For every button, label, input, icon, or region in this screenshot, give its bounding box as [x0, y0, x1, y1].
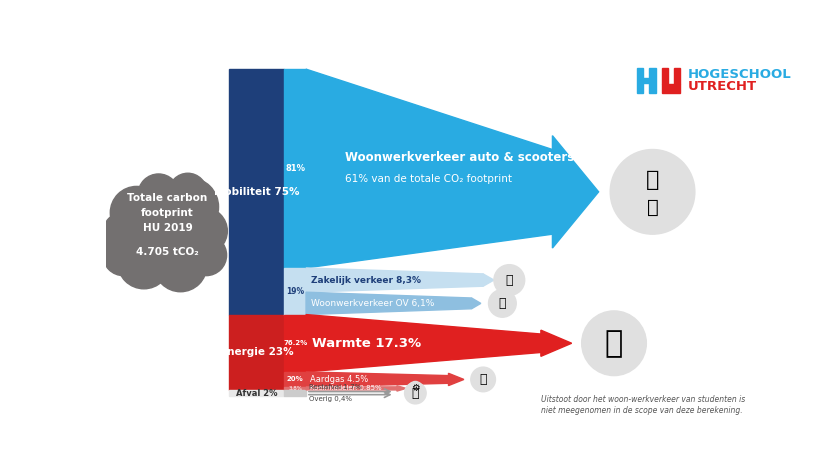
Bar — [229, 69, 285, 315]
Polygon shape — [306, 292, 471, 315]
Circle shape — [180, 208, 227, 255]
Text: Energie 23%: Energie 23% — [220, 347, 294, 357]
Bar — [229, 315, 285, 390]
Bar — [662, 68, 668, 84]
Text: 🚌: 🚌 — [499, 297, 506, 310]
Circle shape — [102, 211, 149, 258]
Text: 81%: 81% — [286, 164, 305, 173]
Polygon shape — [471, 298, 481, 309]
Text: 🛵: 🛵 — [647, 198, 658, 217]
Bar — [285, 315, 306, 372]
Text: Overig 0,4%: Overig 0,4% — [309, 396, 352, 402]
Circle shape — [494, 265, 525, 296]
Polygon shape — [306, 315, 541, 372]
Circle shape — [471, 367, 496, 392]
Polygon shape — [448, 373, 464, 386]
Circle shape — [128, 193, 204, 269]
Bar — [637, 68, 643, 93]
Text: Totale carbon
footprint
HU 2019: Totale carbon footprint HU 2019 — [127, 193, 208, 233]
Text: Woonwerkverkeer auto & scooters: Woonwerkverkeer auto & scooters — [344, 151, 574, 164]
Text: Warmte 17.3%: Warmte 17.3% — [312, 337, 422, 350]
Text: Aardgas 4.5%: Aardgas 4.5% — [310, 375, 369, 384]
Bar — [229, 390, 285, 396]
Text: Afval 2%: Afval 2% — [236, 389, 277, 397]
Text: HOGESCHOOL: HOGESCHOOL — [688, 68, 792, 81]
Text: 🚗: 🚗 — [505, 274, 513, 287]
Bar — [674, 68, 681, 84]
Text: ⚙: ⚙ — [411, 383, 420, 393]
Circle shape — [582, 311, 647, 375]
Polygon shape — [541, 330, 572, 356]
Circle shape — [118, 236, 170, 289]
Text: Restafval 1.7%: Restafval 1.7% — [309, 384, 361, 390]
Text: Uitstoot door het woon-werkverkeer van studenten is
niet meegenomen in de scope : Uitstoot door het woon-werkverkeer van s… — [541, 395, 745, 415]
Bar — [285, 69, 306, 268]
Polygon shape — [306, 268, 483, 292]
Text: UTRECHT: UTRECHT — [688, 80, 757, 93]
Polygon shape — [306, 387, 397, 390]
Circle shape — [160, 177, 218, 236]
Text: 4.705 tCO₂: 4.705 tCO₂ — [136, 247, 199, 257]
Circle shape — [610, 149, 695, 234]
Polygon shape — [306, 69, 553, 268]
Text: 76.2%: 76.2% — [283, 340, 307, 346]
Text: Zakelijk verkeer 8,3%: Zakelijk verkeer 8,3% — [310, 276, 421, 284]
Circle shape — [404, 382, 426, 404]
Text: 🔥: 🔥 — [480, 373, 487, 386]
Circle shape — [154, 239, 207, 292]
Polygon shape — [397, 386, 406, 391]
Polygon shape — [553, 135, 598, 248]
Text: 🏠: 🏠 — [605, 329, 623, 358]
Circle shape — [186, 235, 227, 276]
Circle shape — [138, 174, 179, 215]
Bar — [285, 268, 306, 315]
Text: 🚗: 🚗 — [646, 170, 659, 190]
Circle shape — [110, 186, 163, 239]
Bar — [285, 372, 306, 387]
Circle shape — [103, 235, 144, 276]
Circle shape — [168, 173, 207, 211]
Circle shape — [489, 290, 516, 317]
Bar — [649, 68, 656, 93]
Text: Koelmiddelen 0.85%: Koelmiddelen 0.85% — [310, 385, 382, 391]
Text: 20%: 20% — [287, 376, 304, 382]
Text: 🗑: 🗑 — [412, 387, 419, 400]
Text: 61% van de totale CO₂ footprint: 61% van de totale CO₂ footprint — [344, 174, 511, 184]
Bar — [662, 84, 681, 93]
Bar — [285, 390, 306, 396]
Text: Woonwerkverkeer OV 6,1%: Woonwerkverkeer OV 6,1% — [310, 299, 434, 308]
Polygon shape — [306, 372, 448, 387]
Text: 19%: 19% — [286, 287, 305, 296]
Bar — [285, 387, 306, 390]
Polygon shape — [483, 274, 494, 286]
Text: Mobiliteit 75%: Mobiliteit 75% — [214, 187, 300, 197]
Bar — [643, 78, 649, 83]
Circle shape — [408, 382, 422, 396]
Text: 3.8%: 3.8% — [288, 386, 302, 391]
